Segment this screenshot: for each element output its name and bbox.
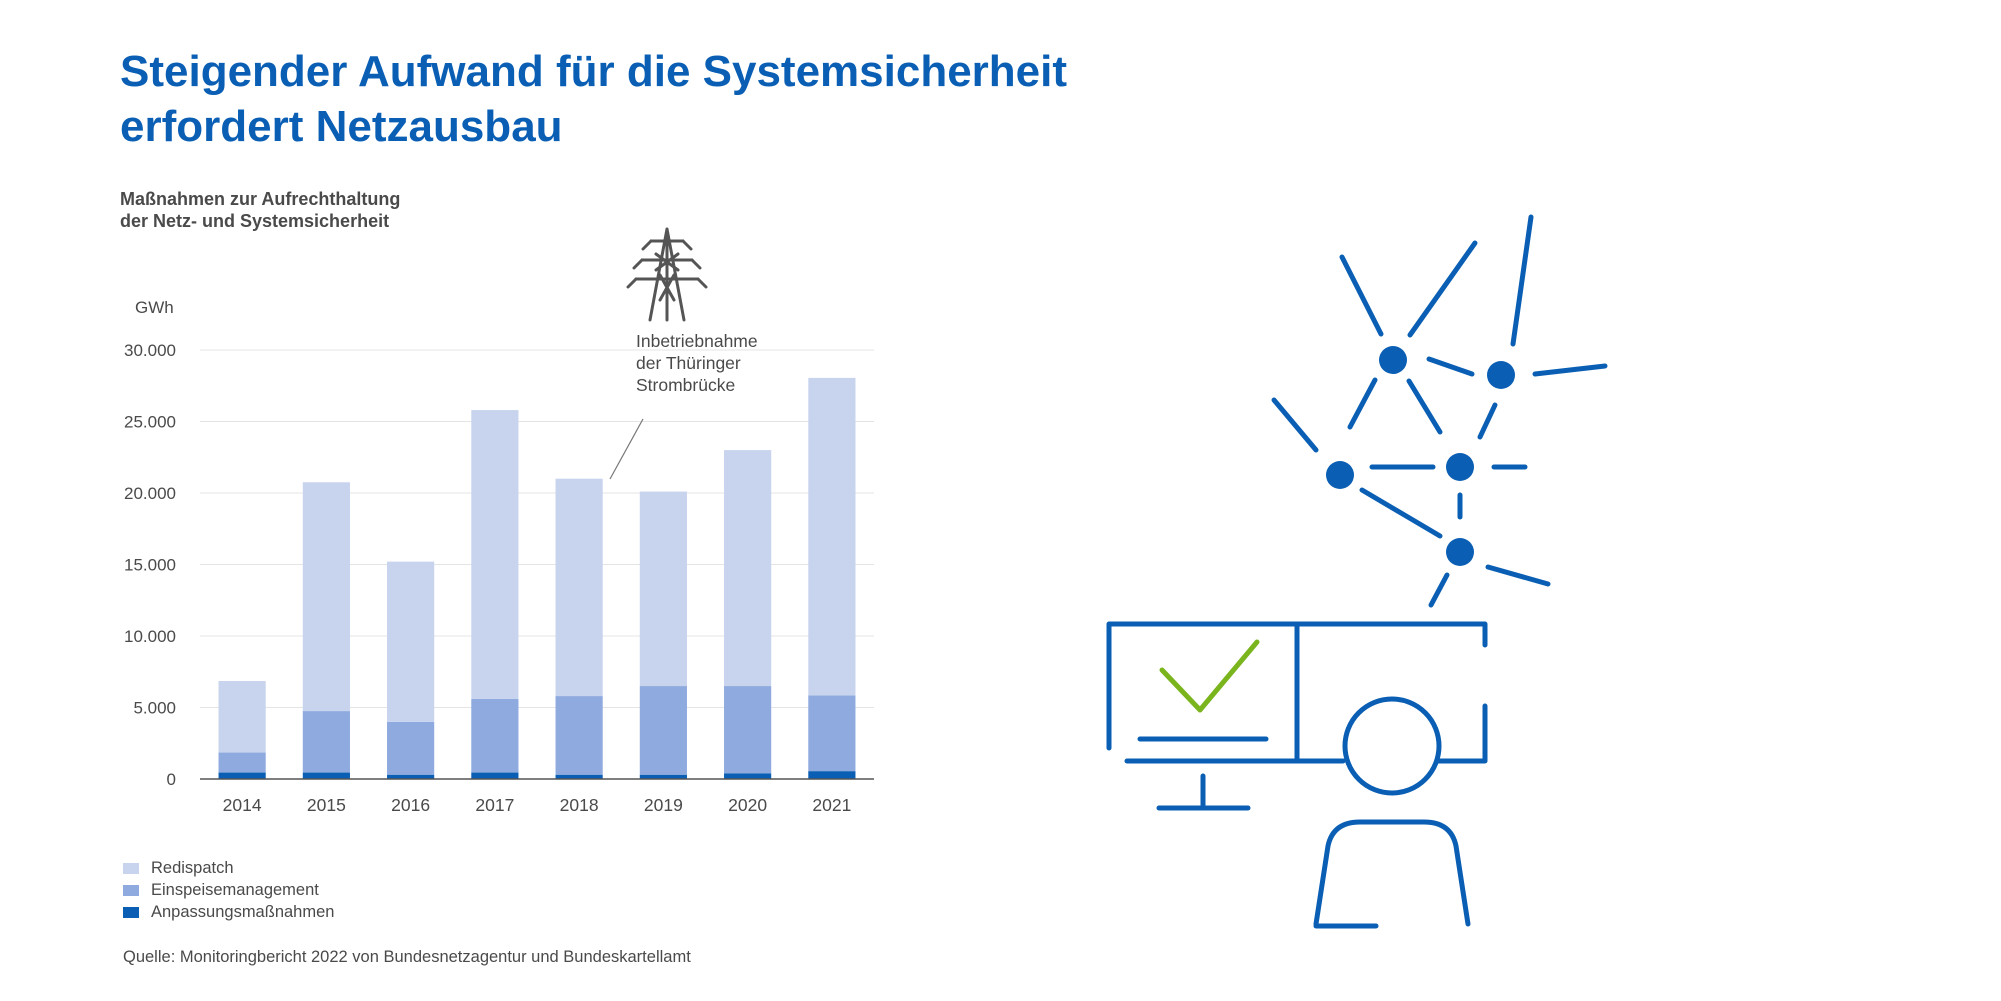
bar-redispatch-2014 bbox=[218, 681, 266, 753]
network-nodes-icon bbox=[1271, 214, 1608, 608]
legend-label-redispatch: Redispatch bbox=[151, 858, 234, 877]
x-tick-label: 2020 bbox=[728, 795, 767, 815]
bar-einspeisemanagement-2015 bbox=[302, 711, 350, 773]
x-tick-label: 2018 bbox=[560, 795, 599, 815]
legend-item-anpassungsmassnahmen: Anpassungsmaßnahmen bbox=[123, 901, 334, 923]
bar-redispatch-2015 bbox=[302, 482, 350, 712]
bar-redispatch-2018 bbox=[555, 478, 603, 697]
y-tick-label: 10.000 bbox=[124, 627, 176, 646]
bar-anpassungsmassnahmen-2019 bbox=[639, 774, 687, 779]
y-tick-labels: 0 5.000 10.000 15.000 20.000 25.000 30.000 bbox=[124, 341, 176, 789]
bar-anpassungsmassnahmen-2020 bbox=[724, 773, 772, 779]
legend-label-anpassungsmassnahmen: Anpassungsmaßnahmen bbox=[151, 902, 335, 921]
bars bbox=[218, 377, 856, 779]
y-tick-label: 0 bbox=[167, 770, 176, 789]
legend-label-einspeisemanagement: Einspeisemanagement bbox=[151, 880, 319, 899]
y-tick-label: 15.000 bbox=[124, 556, 176, 575]
bar-einspeisemanagement-2019 bbox=[639, 686, 687, 775]
legend-item-einspeisemanagement: Einspeisemanagement bbox=[123, 879, 334, 901]
x-tick-label: 2021 bbox=[812, 795, 851, 815]
bar-anpassungsmassnahmen-2017 bbox=[471, 772, 519, 779]
y-tick-label: 20.000 bbox=[124, 484, 176, 503]
x-tick-label: 2017 bbox=[475, 795, 514, 815]
x-tick-label: 2016 bbox=[391, 795, 430, 815]
source-note: Quelle: Monitoringbericht 2022 von Bunde… bbox=[123, 948, 691, 966]
bar-anpassungsmassnahmen-2014 bbox=[218, 772, 266, 779]
bar-redispatch-2017 bbox=[471, 410, 519, 699]
power-pylon-icon bbox=[626, 227, 708, 322]
annotation-text: Inbetriebnahme der Thüringer Strombrücke bbox=[636, 331, 763, 395]
x-tick-label: 2014 bbox=[223, 795, 262, 815]
bar-anpassungsmassnahmen-2016 bbox=[387, 774, 435, 779]
bar-einspeisemanagement-2018 bbox=[555, 696, 603, 775]
legend-swatch-redispatch bbox=[123, 862, 139, 874]
title-line-1: Steigender Aufwand für die Systemsicherh… bbox=[120, 47, 1068, 96]
bar-redispatch-2019 bbox=[639, 491, 687, 687]
x-tick-label: 2019 bbox=[644, 795, 683, 815]
legend-swatch-anpassungsmassnahmen bbox=[123, 906, 139, 918]
bar-anpassungsmassnahmen-2018 bbox=[555, 774, 603, 779]
y-tick-label: 5.000 bbox=[133, 699, 176, 718]
y-tick-label: 30.000 bbox=[124, 341, 176, 360]
annotation-line-2: der Thüringer bbox=[636, 353, 741, 373]
annotation-leader-line bbox=[609, 418, 644, 480]
monitor-checkmark-icon bbox=[1106, 621, 1300, 811]
chart-title: Steigender Aufwand für die Systemsicherh… bbox=[120, 44, 1067, 154]
bar-redispatch-2016 bbox=[387, 561, 435, 722]
bar-einspeisemanagement-2014 bbox=[218, 752, 266, 773]
title-line-2: erfordert Netzausbau bbox=[120, 102, 563, 151]
x-tick-label: 2015 bbox=[307, 795, 346, 815]
person-icon bbox=[1313, 696, 1471, 929]
bar-einspeisemanagement-2020 bbox=[724, 686, 772, 774]
legend-swatch-einspeisemanagement bbox=[123, 884, 139, 896]
legend-item-redispatch: Redispatch bbox=[123, 857, 334, 879]
bar-anpassungsmassnahmen-2021 bbox=[808, 771, 856, 779]
bar-redispatch-2021 bbox=[808, 377, 856, 696]
y-axis-unit: GWh bbox=[135, 298, 174, 317]
legend: Redispatch Einspeisemanagement Anpassung… bbox=[123, 857, 334, 923]
bar-einspeisemanagement-2017 bbox=[471, 698, 519, 773]
annotation-line-1: Inbetriebnahme bbox=[636, 331, 758, 351]
subtitle-line-2: der Netz- und Systemsicherheit bbox=[120, 211, 390, 231]
monitor-icon bbox=[1294, 621, 1488, 764]
bar-redispatch-2020 bbox=[724, 450, 772, 687]
subtitle-line-1: Maßnahmen zur Aufrechthaltung bbox=[120, 189, 401, 209]
chart-subtitle: Maßnahmen zur Aufrechthaltung der Netz- … bbox=[120, 188, 400, 232]
y-tick-label: 25.000 bbox=[124, 413, 176, 432]
bar-einspeisemanagement-2016 bbox=[387, 721, 435, 775]
annotation-line-3: Strombrücke bbox=[636, 375, 735, 395]
bar-anpassungsmassnahmen-2015 bbox=[302, 772, 350, 779]
x-tick-labels: 2014 2015 2016 2017 2018 2019 2020 2021 bbox=[223, 795, 852, 815]
bar-einspeisemanagement-2021 bbox=[808, 695, 856, 772]
